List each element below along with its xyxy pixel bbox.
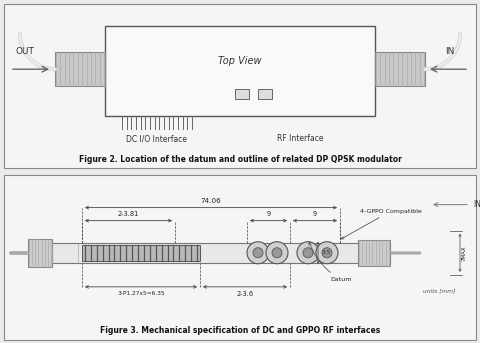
- Circle shape: [297, 242, 319, 264]
- Text: 2-3.81: 2-3.81: [118, 211, 139, 217]
- Bar: [258, 89, 272, 99]
- Circle shape: [322, 248, 332, 258]
- Text: OUT: OUT: [15, 47, 34, 56]
- Text: DC I/O Interface: DC I/O Interface: [127, 134, 188, 143]
- Text: 9: 9: [313, 211, 317, 217]
- Text: RF Interface: RF Interface: [277, 134, 323, 143]
- Text: units [mm]: units [mm]: [423, 288, 455, 293]
- Text: Figure 2. Location of the datum and outline of related DP QPSK modulator: Figure 2. Location of the datum and outl…: [79, 155, 401, 164]
- Text: 2-3.6: 2-3.6: [237, 291, 253, 297]
- Text: IN: IN: [473, 200, 480, 209]
- Circle shape: [303, 248, 313, 258]
- Bar: [375, 52, 425, 86]
- Circle shape: [253, 248, 263, 258]
- Circle shape: [247, 242, 269, 264]
- Text: 4-GPPO Compatible: 4-GPPO Compatible: [341, 209, 422, 239]
- Bar: [82, 245, 200, 261]
- Text: IN: IN: [445, 47, 455, 56]
- Text: 3.5: 3.5: [322, 250, 331, 255]
- Bar: [235, 89, 249, 99]
- Text: 7MAX: 7MAX: [462, 245, 467, 261]
- Circle shape: [266, 242, 288, 264]
- Bar: [52, 243, 390, 263]
- Text: Datum: Datum: [309, 242, 351, 282]
- Text: 9: 9: [266, 211, 271, 217]
- Bar: [105, 26, 375, 116]
- Text: 74.06: 74.06: [201, 198, 221, 204]
- Circle shape: [272, 248, 282, 258]
- Bar: [28, 239, 52, 267]
- Bar: [358, 240, 390, 266]
- Text: Top View: Top View: [218, 56, 262, 66]
- Bar: [55, 52, 105, 86]
- Text: 3-P1.27x5=6.35: 3-P1.27x5=6.35: [117, 291, 165, 296]
- Text: Figure 3. Mechanical specification of DC and GPPO RF interfaces: Figure 3. Mechanical specification of DC…: [100, 327, 380, 335]
- Circle shape: [316, 242, 338, 264]
